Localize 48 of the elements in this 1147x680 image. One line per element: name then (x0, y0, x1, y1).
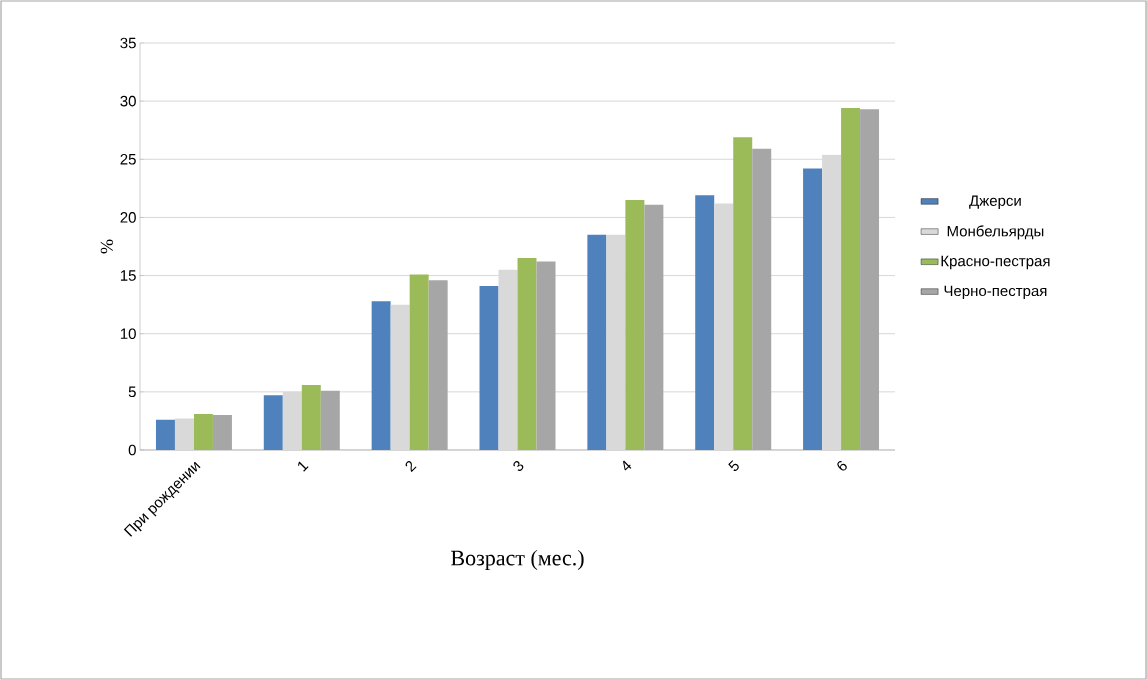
y-tick-label: 25 (120, 153, 136, 165)
x-tick-label: 3 (513, 461, 524, 472)
bar (536, 261, 556, 450)
bar (390, 304, 410, 450)
bar (301, 384, 321, 450)
bar (733, 137, 753, 450)
bar (498, 269, 518, 450)
bar (155, 419, 175, 450)
bar (320, 390, 340, 450)
bar (371, 301, 391, 450)
bar (606, 234, 626, 450)
legend-label: Черно-пестрая (944, 285, 1047, 300)
x-axis-title: Возраст (мес.) (451, 549, 584, 570)
bar (752, 148, 772, 450)
bar (803, 168, 823, 450)
bar (860, 109, 880, 450)
bar (479, 286, 499, 450)
bar (263, 395, 283, 450)
bar (695, 195, 715, 450)
bar (409, 274, 429, 450)
y-tick-label: 10 (120, 328, 136, 340)
x-tick-label: 6 (837, 461, 847, 471)
y-tick-label: 30 (120, 95, 136, 107)
x-tick-label: 5 (728, 460, 739, 471)
y-tick-label: 35 (120, 37, 136, 49)
bar (282, 391, 302, 450)
bar (174, 418, 194, 450)
y-tick-label: 15 (120, 270, 136, 281)
bar (587, 234, 607, 450)
bar (193, 413, 213, 450)
y-axis-title: % (100, 239, 113, 254)
bar (428, 280, 448, 450)
bar (714, 203, 734, 450)
bar (625, 199, 645, 450)
x-tick-label: 2 (405, 461, 417, 473)
bar (517, 258, 537, 450)
bar (822, 154, 842, 450)
legend-label: Красно-пестрая (941, 255, 1050, 270)
legend-label: Джерси (969, 195, 1021, 209)
bar (841, 108, 861, 450)
x-tick-label: 4 (623, 460, 632, 471)
legend-label: Монбельярды (947, 225, 1044, 240)
y-tick-label: 0 (128, 444, 136, 456)
bar (212, 415, 232, 450)
y-tick-label: 5 (128, 386, 136, 398)
y-tick-label: 20 (120, 212, 136, 223)
x-tick-label: 1 (298, 461, 309, 472)
bar (644, 204, 664, 450)
